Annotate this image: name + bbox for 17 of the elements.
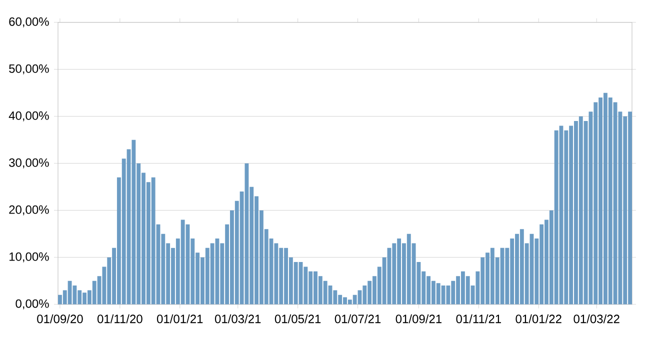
x-tick-label: 01/03/22	[574, 314, 620, 324]
y-tick-label: 50,00%	[9, 64, 49, 74]
x-tick-label: 01/07/21	[334, 314, 381, 324]
y-tick-label: 0,00%	[16, 299, 49, 310]
x-tick-label: 01/01/22	[516, 314, 562, 324]
y-tick-label: 30,00%	[9, 158, 49, 168]
y-tick-label: 10,00%	[10, 252, 49, 262]
y-tick-label: 40,00%	[8, 111, 49, 122]
x-tick-label: 01/05/21	[274, 314, 321, 324]
x-tick-label: 01/09/21	[396, 314, 442, 324]
x-tick-label: 01/03/21	[214, 314, 261, 324]
x-tick-label: 01/09/20	[37, 314, 83, 324]
y-tick-label: 20,00%	[9, 205, 49, 216]
x-tick-label: 01/11/20	[97, 314, 142, 324]
x-tick-label: 01/11/21	[456, 314, 501, 324]
y-tick-label: 60,00%	[9, 17, 49, 28]
x-tick-label: 01/01/21	[156, 314, 203, 324]
